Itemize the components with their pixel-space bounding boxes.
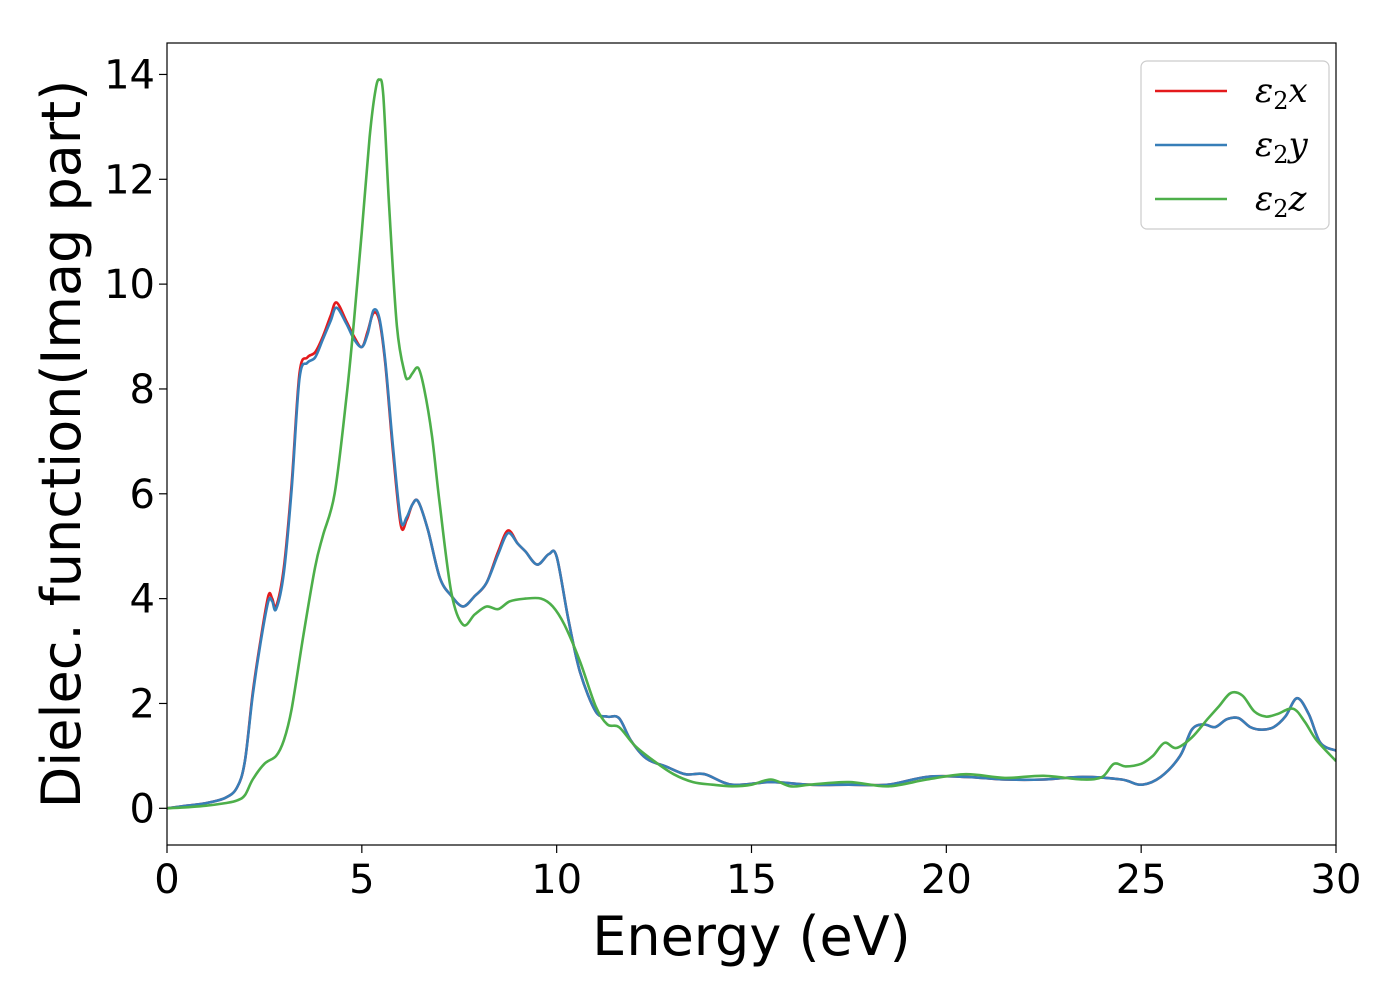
x-axis-title: Energy (eV) (592, 905, 911, 968)
legend-box (1140, 60, 1330, 230)
x-axis: 0 5 10 15 20 25 30 (154, 845, 1361, 903)
y-axis-title: Dielec. function(Imag part) (30, 80, 93, 809)
plot-lines (167, 78, 1336, 810)
x-tick-label: 20 (921, 857, 972, 903)
legend-label-z: ε2z (1255, 179, 1308, 223)
y-axis: 0 2 4 6 8 10 12 14 (104, 52, 167, 832)
y-tick-label: 14 (104, 52, 155, 98)
y-tick-label: 2 (130, 681, 155, 727)
x-tick-label: 25 (1116, 857, 1167, 903)
series-line-x (167, 301, 1336, 810)
x-tick-label: 10 (531, 857, 582, 903)
y-tick-label: 0 (130, 786, 155, 832)
x-tick-label: 5 (349, 857, 374, 903)
x-tick-label: 15 (726, 857, 777, 903)
legend: ε2x ε2y ε2z (1140, 60, 1330, 230)
x-tick-label: 30 (1311, 857, 1362, 903)
x-tick-label: 0 (154, 857, 179, 903)
legend-label-x: ε2x (1255, 71, 1308, 115)
legend-label-y: ε2y (1255, 125, 1309, 169)
series-line-z (167, 78, 1336, 810)
y-tick-label: 8 (130, 367, 155, 413)
y-tick-label: 12 (104, 157, 155, 203)
y-tick-label: 10 (104, 262, 155, 308)
series-line-y (167, 306, 1336, 810)
y-tick-label: 6 (130, 472, 155, 518)
y-tick-label: 4 (130, 577, 155, 623)
